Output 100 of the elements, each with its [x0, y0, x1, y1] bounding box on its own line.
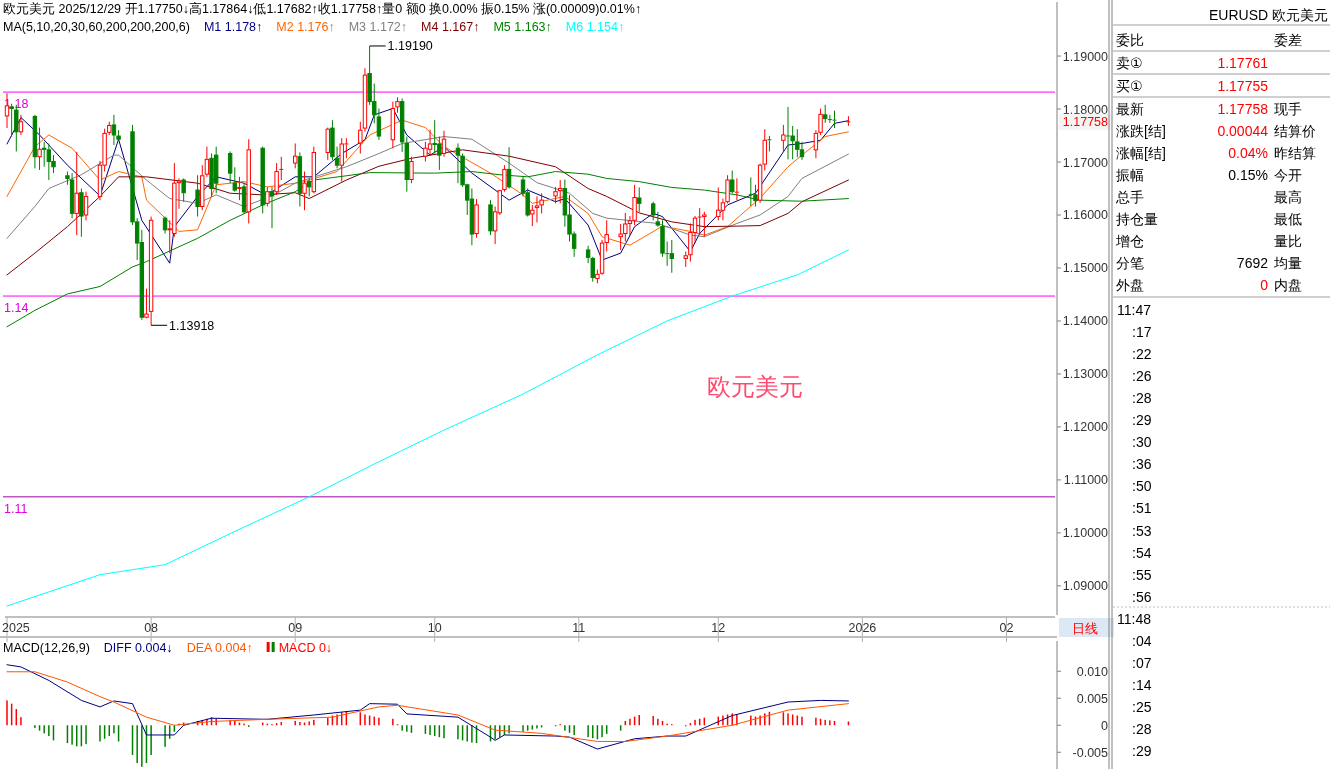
legend-item: DIFF 0.004↓	[103, 641, 173, 655]
legend-item: M5 1.163↑	[493, 20, 552, 34]
legend-item: M2 1.176↑	[276, 20, 335, 34]
text: 今开	[1274, 167, 1302, 183]
text: :14	[1132, 676, 1152, 693]
ref-line: 1.14	[2, 295, 1056, 316]
ref-line-label: 1.11	[4, 501, 28, 516]
text: 11:47	[1117, 302, 1152, 318]
text: 结算价	[1274, 123, 1316, 139]
annotation-leader: 1.19190	[369, 39, 433, 54]
text: EURUSD 欧元美元	[1208, 7, 1328, 23]
y-tick-label: 1.11000	[1063, 473, 1109, 488]
text: :53	[1132, 522, 1152, 539]
text: :07	[1132, 654, 1152, 671]
x-tick-label: 09	[288, 621, 303, 635]
text: 分笔	[1116, 255, 1144, 271]
x-tick-label: 12	[711, 621, 726, 635]
legend-item: M4 1.167↑	[421, 20, 480, 34]
legend-item: M1 1.178↑	[203, 20, 263, 34]
text: 持仓量	[1116, 211, 1158, 227]
x-tick-label: 11	[572, 621, 586, 635]
y-tick-label: 1.16000	[1062, 208, 1109, 223]
text: 涨幅[结]	[1116, 145, 1166, 161]
text: :28	[1132, 720, 1152, 737]
x-tick-label: 08	[144, 621, 159, 635]
text: 量比	[1274, 233, 1302, 249]
text: 1.17761	[1217, 55, 1269, 71]
text: :36	[1132, 456, 1152, 473]
text: 1.17758	[1217, 101, 1269, 117]
x-tick-label: 2026	[848, 621, 877, 635]
text: 1.17755	[1217, 78, 1269, 94]
text: 外盘	[1116, 277, 1144, 293]
chart-title: 欧元美元 2025/12/29 开1.17750↓高1.17864↓低1.17682↑收1.17758↑量0 额0 换0.00% 振0.15% 涨(0.00009)0.01%↑	[3, 1, 642, 16]
legend-title: MA(5,10,20,30,60,200,200,200,6)	[3, 20, 190, 34]
text: 最高	[1274, 189, 1302, 205]
legend: MA(5,10,20,30,60,200,200,200,6) M1 1.178↑ M2 1.176↑ M3 1.172↑ M4 1.167↑ M5 1.163↑ M6 1.154↑	[3, 20, 625, 34]
text: 0	[1260, 277, 1269, 293]
text: :22	[1132, 346, 1152, 363]
text: 昨结算	[1274, 145, 1316, 161]
legend-item: DEA 0.004↑	[186, 641, 253, 655]
legend-item: MACD 0↓	[266, 641, 333, 655]
text: :30	[1132, 434, 1152, 451]
legend: MACD(12,26,9) DIFF 0.004↓ DEA 0.004↑ MACD 0↓	[3, 641, 333, 655]
text: :56	[1132, 588, 1152, 605]
legend-title: MACD(12,26,9)	[3, 641, 90, 655]
text: 委差	[1274, 32, 1302, 48]
text: 总手	[1115, 189, 1144, 205]
y-tick-label: 0.005	[1076, 691, 1109, 706]
text: :50	[1132, 478, 1152, 495]
y-tick-label: 1.15000	[1062, 261, 1109, 276]
x-tick-label: 2025	[2, 621, 30, 635]
text: 0.04%	[1228, 145, 1268, 161]
text: 0.00044	[1217, 123, 1269, 139]
text: 11:48	[1117, 610, 1152, 627]
text: :25	[1132, 698, 1152, 715]
y-tick-label: 1.10000	[1062, 526, 1109, 541]
annotation: 1.19190	[387, 39, 433, 54]
text: 现手	[1274, 101, 1302, 117]
text: 均量	[1273, 255, 1302, 271]
text: :29	[1132, 743, 1152, 759]
y-tick-label: 0.010	[1076, 664, 1109, 679]
text: :51	[1132, 500, 1152, 517]
y-tick-label: 1.17000	[1062, 155, 1109, 170]
text: 买①	[1116, 78, 1143, 94]
x-tick-label: 10	[427, 621, 442, 635]
text: :54	[1132, 544, 1152, 561]
text: 7692	[1236, 255, 1269, 271]
ref-line-label: 1.14	[4, 301, 29, 316]
text: :55	[1132, 566, 1152, 583]
annotation-leader: 1.13918	[150, 318, 215, 333]
legend-item: M3 1.172↑	[348, 20, 408, 34]
text: 最低	[1274, 211, 1302, 227]
y-tick-label: -0.005	[1072, 745, 1109, 760]
text: :28	[1132, 390, 1152, 407]
legend-item: M6 1.154↑	[565, 20, 625, 34]
y-tick-label: 1.19000	[1062, 49, 1109, 64]
ref-line: 1.11	[2, 496, 1056, 516]
annotation: 1.13918	[169, 318, 215, 333]
text: :26	[1132, 368, 1152, 385]
text: 日线	[1072, 621, 1098, 636]
y-tick-label: 1.14000	[1062, 314, 1109, 329]
text: 卖①	[1116, 55, 1143, 71]
y-tick-label: 1.12000	[1062, 420, 1109, 435]
text: 最新	[1116, 101, 1144, 117]
text: :04	[1132, 632, 1152, 649]
text: 委比	[1116, 32, 1144, 48]
text: 1.17758	[1062, 115, 1109, 130]
text: 0.15%	[1228, 167, 1268, 183]
text: 振幅	[1116, 167, 1144, 183]
x-tick-label: 02	[999, 621, 1014, 635]
y-tick-label: 1.09000	[1062, 579, 1109, 594]
text: 内盘	[1274, 277, 1302, 293]
y-tick-label: 1.18000	[1062, 102, 1109, 117]
y-tick-label: 0	[1101, 718, 1109, 733]
text: :29	[1132, 412, 1152, 429]
y-tick-label: 1.13000	[1062, 367, 1109, 382]
text: 增仓	[1115, 233, 1144, 249]
annotation: 欧元美元	[707, 373, 803, 400]
text: :17	[1132, 324, 1152, 341]
text: 涨跌[结]	[1116, 123, 1166, 139]
